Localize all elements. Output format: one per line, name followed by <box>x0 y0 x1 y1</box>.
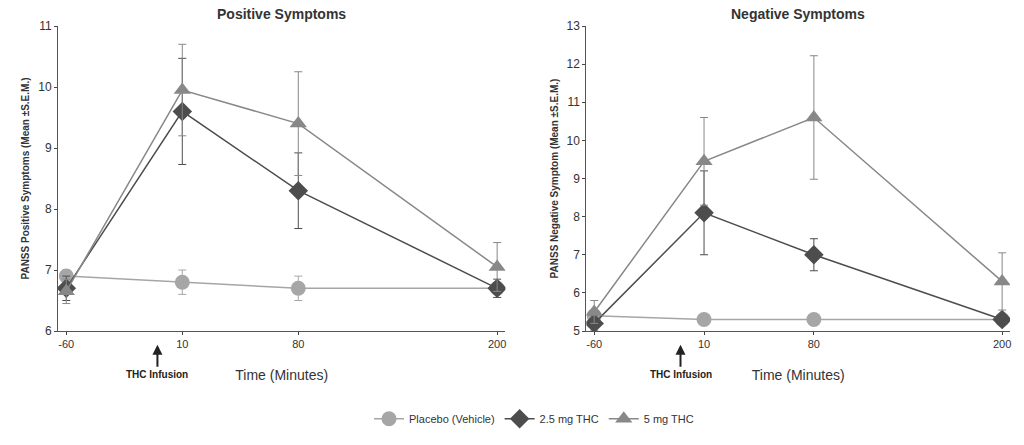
svg-text:10: 10 <box>567 134 581 148</box>
svg-text:PANSS Positive Symptoms (Mean: PANSS Positive Symptoms (Mean ±S.E.M.) <box>20 77 31 279</box>
svg-text:7: 7 <box>573 248 580 262</box>
svg-text:-60: -60 <box>58 338 74 350</box>
svg-text:10: 10 <box>38 80 52 94</box>
svg-text:5: 5 <box>573 324 580 338</box>
svg-text:THC Infusion: THC Infusion <box>126 369 188 380</box>
svg-text:80: 80 <box>808 338 820 350</box>
svg-text:9: 9 <box>573 172 580 186</box>
svg-text:6: 6 <box>45 324 52 338</box>
svg-text:THC Infusion: THC Infusion <box>650 369 712 380</box>
svg-text:9: 9 <box>45 141 52 155</box>
svg-text:200: 200 <box>993 338 1011 350</box>
svg-text:5 mg THC: 5 mg THC <box>644 413 694 425</box>
svg-text:12: 12 <box>567 57 581 71</box>
svg-text:13: 13 <box>567 19 581 33</box>
svg-text:Negative Symptoms: Negative Symptoms <box>731 6 865 22</box>
svg-text:PANSS Negative Symptom (Mean ±: PANSS Negative Symptom (Mean ±S.E.M.) <box>549 79 560 279</box>
svg-text:8: 8 <box>573 210 580 224</box>
svg-text:7: 7 <box>45 263 52 277</box>
svg-text:Positive Symptoms: Positive Symptoms <box>217 6 346 22</box>
svg-text:6: 6 <box>573 286 580 300</box>
svg-text:8: 8 <box>45 202 52 216</box>
svg-text:80: 80 <box>292 338 304 350</box>
svg-text:200: 200 <box>488 338 506 350</box>
svg-text:11: 11 <box>567 95 580 109</box>
svg-text:Time (Minutes): Time (Minutes) <box>752 367 845 383</box>
svg-text:10: 10 <box>698 338 710 350</box>
svg-text:Placebo (Vehicle): Placebo (Vehicle) <box>409 413 495 425</box>
svg-text:10: 10 <box>176 338 188 350</box>
svg-text:-60: -60 <box>586 338 602 350</box>
svg-text:Time (Minutes): Time (Minutes) <box>235 367 328 383</box>
svg-text:2.5 mg THC: 2.5 mg THC <box>540 413 599 425</box>
svg-text:11: 11 <box>39 19 52 33</box>
